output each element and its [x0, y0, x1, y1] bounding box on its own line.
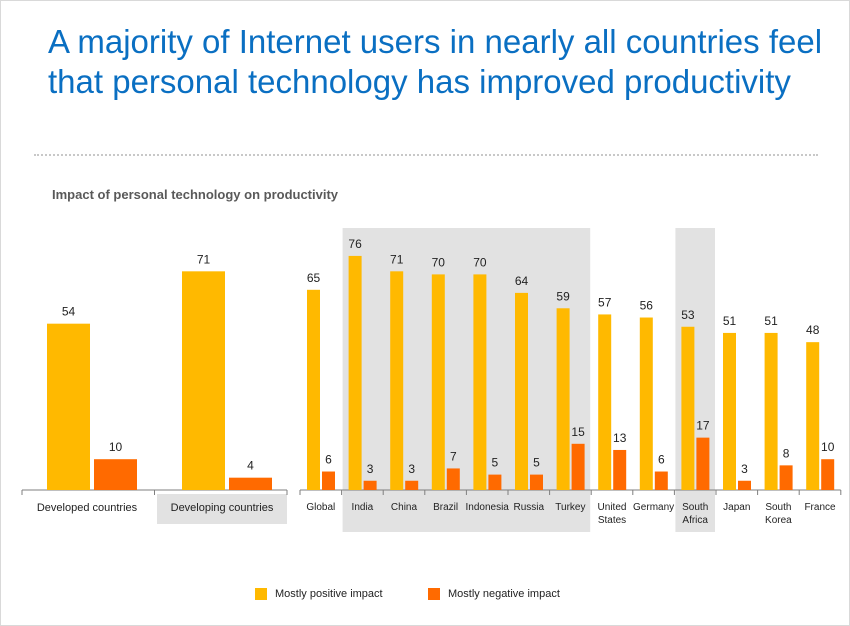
value-label-negative-south-africa: 17: [696, 419, 710, 433]
category-label-china: China: [391, 502, 418, 513]
category-label-united-states-line-1: United: [598, 502, 627, 513]
highlight-india-to-turkey: [342, 228, 591, 532]
value-label-positive-japan: 51: [723, 314, 737, 328]
legend-swatch-positive: [255, 588, 267, 600]
value-label-negative-france: 10: [821, 440, 835, 454]
bar-positive-brazil: [431, 274, 445, 490]
value-label-negative-japan: 3: [741, 462, 748, 476]
legend-label-positive: Mostly positive impact: [275, 588, 383, 600]
value-label-positive-russia: 64: [515, 274, 529, 288]
bar-negative-turkey: [571, 443, 585, 490]
legend-label-negative: Mostly negative impact: [448, 588, 560, 600]
value-label-positive-india: 76: [348, 237, 362, 251]
bar-negative-united-states: [613, 449, 627, 490]
value-label-negative-south-korea: 8: [783, 446, 790, 460]
value-label-negative-developed-countries: 10: [109, 440, 123, 454]
bar-negative-south-africa: [696, 437, 710, 490]
highlight-developing-countries: [157, 494, 287, 524]
value-label-positive-south-africa: 53: [681, 308, 695, 322]
value-label-positive-united-states: 57: [598, 295, 612, 309]
bar-positive-developed-countries: [47, 323, 90, 490]
chart-subtitle: Impact of personal technology on product…: [52, 187, 339, 202]
category-label-south-africa-line-2: Africa: [682, 515, 708, 526]
page-title: A majority of Internet users in nearly a…: [48, 22, 838, 102]
bar-positive-france: [806, 342, 820, 490]
value-label-negative-global: 6: [325, 453, 332, 467]
bar-negative-south-korea: [779, 465, 793, 490]
bar-positive-germany: [639, 317, 653, 490]
bar-positive-south-africa: [681, 326, 695, 490]
value-label-negative-turkey: 15: [571, 425, 585, 439]
category-label-indonesia: Indonesia: [466, 502, 510, 513]
value-label-positive-developed-countries: 54: [62, 305, 76, 319]
category-label-developing-countries: Developing countries: [171, 502, 274, 514]
bar-negative-china: [405, 480, 419, 490]
bar-negative-india: [363, 480, 377, 490]
category-label-russia: Russia: [514, 502, 545, 513]
bar-positive-china: [390, 271, 404, 490]
value-label-positive-global: 65: [307, 271, 321, 285]
category-label-united-states-line-2: States: [598, 515, 626, 526]
bar-negative-japan: [738, 480, 751, 490]
bar-positive-russia: [515, 292, 528, 490]
category-label-germany: Germany: [633, 502, 674, 513]
value-label-negative-indonesia: 5: [492, 456, 499, 470]
title-line-1: A majority of Internet users in nearly a…: [48, 23, 823, 60]
bar-positive-japan: [723, 332, 736, 490]
dotted-divider: [34, 154, 818, 156]
title-line-2: that personal technology has improved pr…: [48, 63, 791, 100]
bar-negative-russia: [530, 474, 543, 490]
category-label-france: France: [804, 502, 836, 513]
category-label-turkey: Turkey: [555, 502, 585, 513]
value-label-positive-indonesia: 70: [473, 255, 487, 269]
bar-negative-developing-countries: [229, 477, 272, 490]
bar-positive-south-korea: [764, 332, 778, 490]
value-label-positive-france: 48: [806, 323, 820, 337]
legend-swatch-negative: [428, 588, 440, 600]
value-label-negative-india: 3: [367, 462, 374, 476]
value-label-negative-germany: 6: [658, 453, 665, 467]
value-label-negative-developing-countries: 4: [247, 459, 254, 473]
value-label-positive-germany: 56: [640, 299, 654, 313]
bar-negative-brazil: [446, 468, 460, 490]
value-label-negative-china: 3: [408, 462, 415, 476]
category-label-japan: Japan: [723, 502, 750, 513]
value-label-negative-russia: 5: [533, 456, 540, 470]
category-label-global: Global: [306, 502, 335, 513]
value-label-negative-brazil: 7: [450, 449, 457, 463]
value-label-positive-south-korea: 51: [764, 314, 778, 328]
bar-negative-indonesia: [488, 474, 502, 490]
category-label-south-korea-line-1: South: [765, 502, 791, 513]
bar-negative-germany: [654, 471, 668, 490]
value-label-positive-developing-countries: 71: [197, 252, 211, 266]
bar-positive-indonesia: [473, 274, 487, 490]
value-label-positive-brazil: 70: [432, 255, 446, 269]
bar-negative-global: [322, 471, 335, 490]
bar-negative-developed-countries: [94, 459, 137, 490]
legend-negative: Mostly negative impact: [428, 588, 560, 600]
category-label-brazil: Brazil: [433, 502, 458, 513]
category-label-developed-countries: Developed countries: [37, 502, 138, 514]
bar-positive-developing-countries: [182, 271, 225, 490]
bar-positive-united-states: [598, 314, 612, 490]
bar-negative-france: [821, 459, 835, 490]
category-label-india: India: [352, 502, 374, 513]
value-label-negative-united-states: 13: [613, 431, 627, 445]
bar-positive-global: [307, 289, 320, 490]
value-label-positive-china: 71: [390, 252, 404, 266]
legend-positive: Mostly positive impact: [255, 588, 383, 600]
bar-positive-india: [348, 255, 362, 490]
bar-positive-turkey: [556, 308, 570, 490]
value-label-positive-turkey: 59: [556, 289, 570, 303]
category-label-south-korea-line-2: Korea: [765, 515, 792, 526]
category-label-south-africa-line-1: South: [682, 502, 708, 513]
